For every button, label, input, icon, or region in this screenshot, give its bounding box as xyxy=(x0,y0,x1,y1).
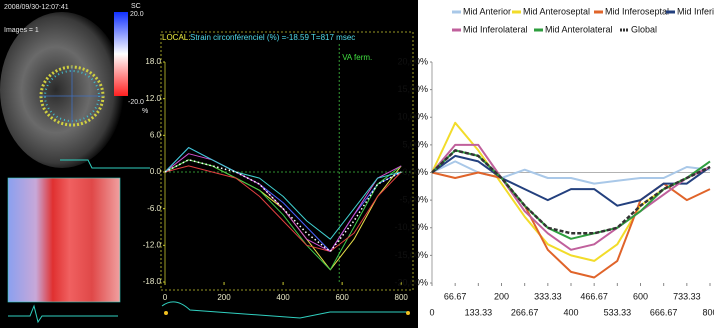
x-tick-label: 66.67 xyxy=(444,291,467,301)
x-tick-label: 266.67 xyxy=(511,307,539,317)
y-tick-label: 0,00% xyxy=(402,167,428,177)
images-count: Images = 1 xyxy=(4,27,39,34)
x-tick-label: 666.67 xyxy=(650,307,678,317)
ecg-marker xyxy=(406,311,410,315)
screen: 2008/09/30-12:07:41 Images = 1 SC 20.0 -… xyxy=(0,0,714,328)
y-tick-label: 6.0 xyxy=(150,130,162,139)
y-tick-label: -12.0 xyxy=(143,240,162,249)
legend-label: Mid Anterior xyxy=(463,6,511,16)
y-tick-label: 0.0 xyxy=(150,167,162,176)
legend-label: Global xyxy=(631,24,657,34)
x-tick-label: 600 xyxy=(633,291,648,301)
color-bar xyxy=(114,12,128,96)
y-tick-label: -15,00% xyxy=(394,250,428,260)
ecg-marker xyxy=(164,311,168,315)
x-tick-label: 0 xyxy=(163,293,168,302)
x-tick-label: 800 xyxy=(395,293,409,302)
header-title: Strain circonférenciel (%) =-18.59 T=817… xyxy=(190,33,355,42)
x-tick-label: 200 xyxy=(217,293,231,302)
y-tick-label: 15,00% xyxy=(397,84,428,94)
header-prefix: LOCAL: xyxy=(162,33,190,42)
unit: % xyxy=(142,108,148,115)
ultrasound-image xyxy=(0,12,124,168)
strain-panel xyxy=(158,0,418,328)
y-tick-label: -5,00% xyxy=(399,195,428,205)
x-tick-label: 466.67 xyxy=(580,291,608,301)
scale-min: -20.0 xyxy=(128,99,144,106)
x-tick-label: 800 xyxy=(702,307,714,317)
x-tick-label: 733.33 xyxy=(673,291,701,301)
y-tick-label: -6.0 xyxy=(147,204,161,213)
x-tick-label: 600 xyxy=(335,293,349,302)
timestamp: 2008/09/30-12:07:41 xyxy=(4,4,69,11)
y-tick-label: 10,00% xyxy=(397,112,428,122)
legend-label: Mid Inferior xyxy=(677,6,714,16)
legend-label: Mid Inferolateral xyxy=(463,24,528,34)
legend-label: Mid Anterolateral xyxy=(545,24,613,34)
legend-label: Mid Inferoseptal xyxy=(605,6,669,16)
x-tick-label: 200 xyxy=(494,291,509,301)
legend-label: Mid Anteroseptal xyxy=(523,6,590,16)
scale-label: SC xyxy=(131,3,141,10)
y-tick-label: 5,00% xyxy=(402,139,428,149)
y-tick-label: 12.0 xyxy=(145,94,161,103)
y-tick-label: -10,00% xyxy=(394,222,428,232)
x-tick-label: 133.33 xyxy=(465,307,493,317)
annotation: VA ferm. xyxy=(342,53,372,62)
scale-max: 20.0 xyxy=(130,11,144,18)
y-tick-label: -20,00% xyxy=(394,277,428,287)
x-tick-label: 400 xyxy=(276,293,290,302)
x-tick-label: 0 xyxy=(429,307,434,317)
strain-heatmap xyxy=(8,178,120,302)
x-tick-label: 400 xyxy=(563,307,578,317)
y-tick-label: 20,00% xyxy=(397,56,428,66)
x-tick-label: 333.33 xyxy=(534,291,562,301)
y-tick-label: -18.0 xyxy=(143,277,162,286)
x-tick-label: 533.33 xyxy=(604,307,632,317)
y-tick-label: 18.0 xyxy=(145,57,161,66)
